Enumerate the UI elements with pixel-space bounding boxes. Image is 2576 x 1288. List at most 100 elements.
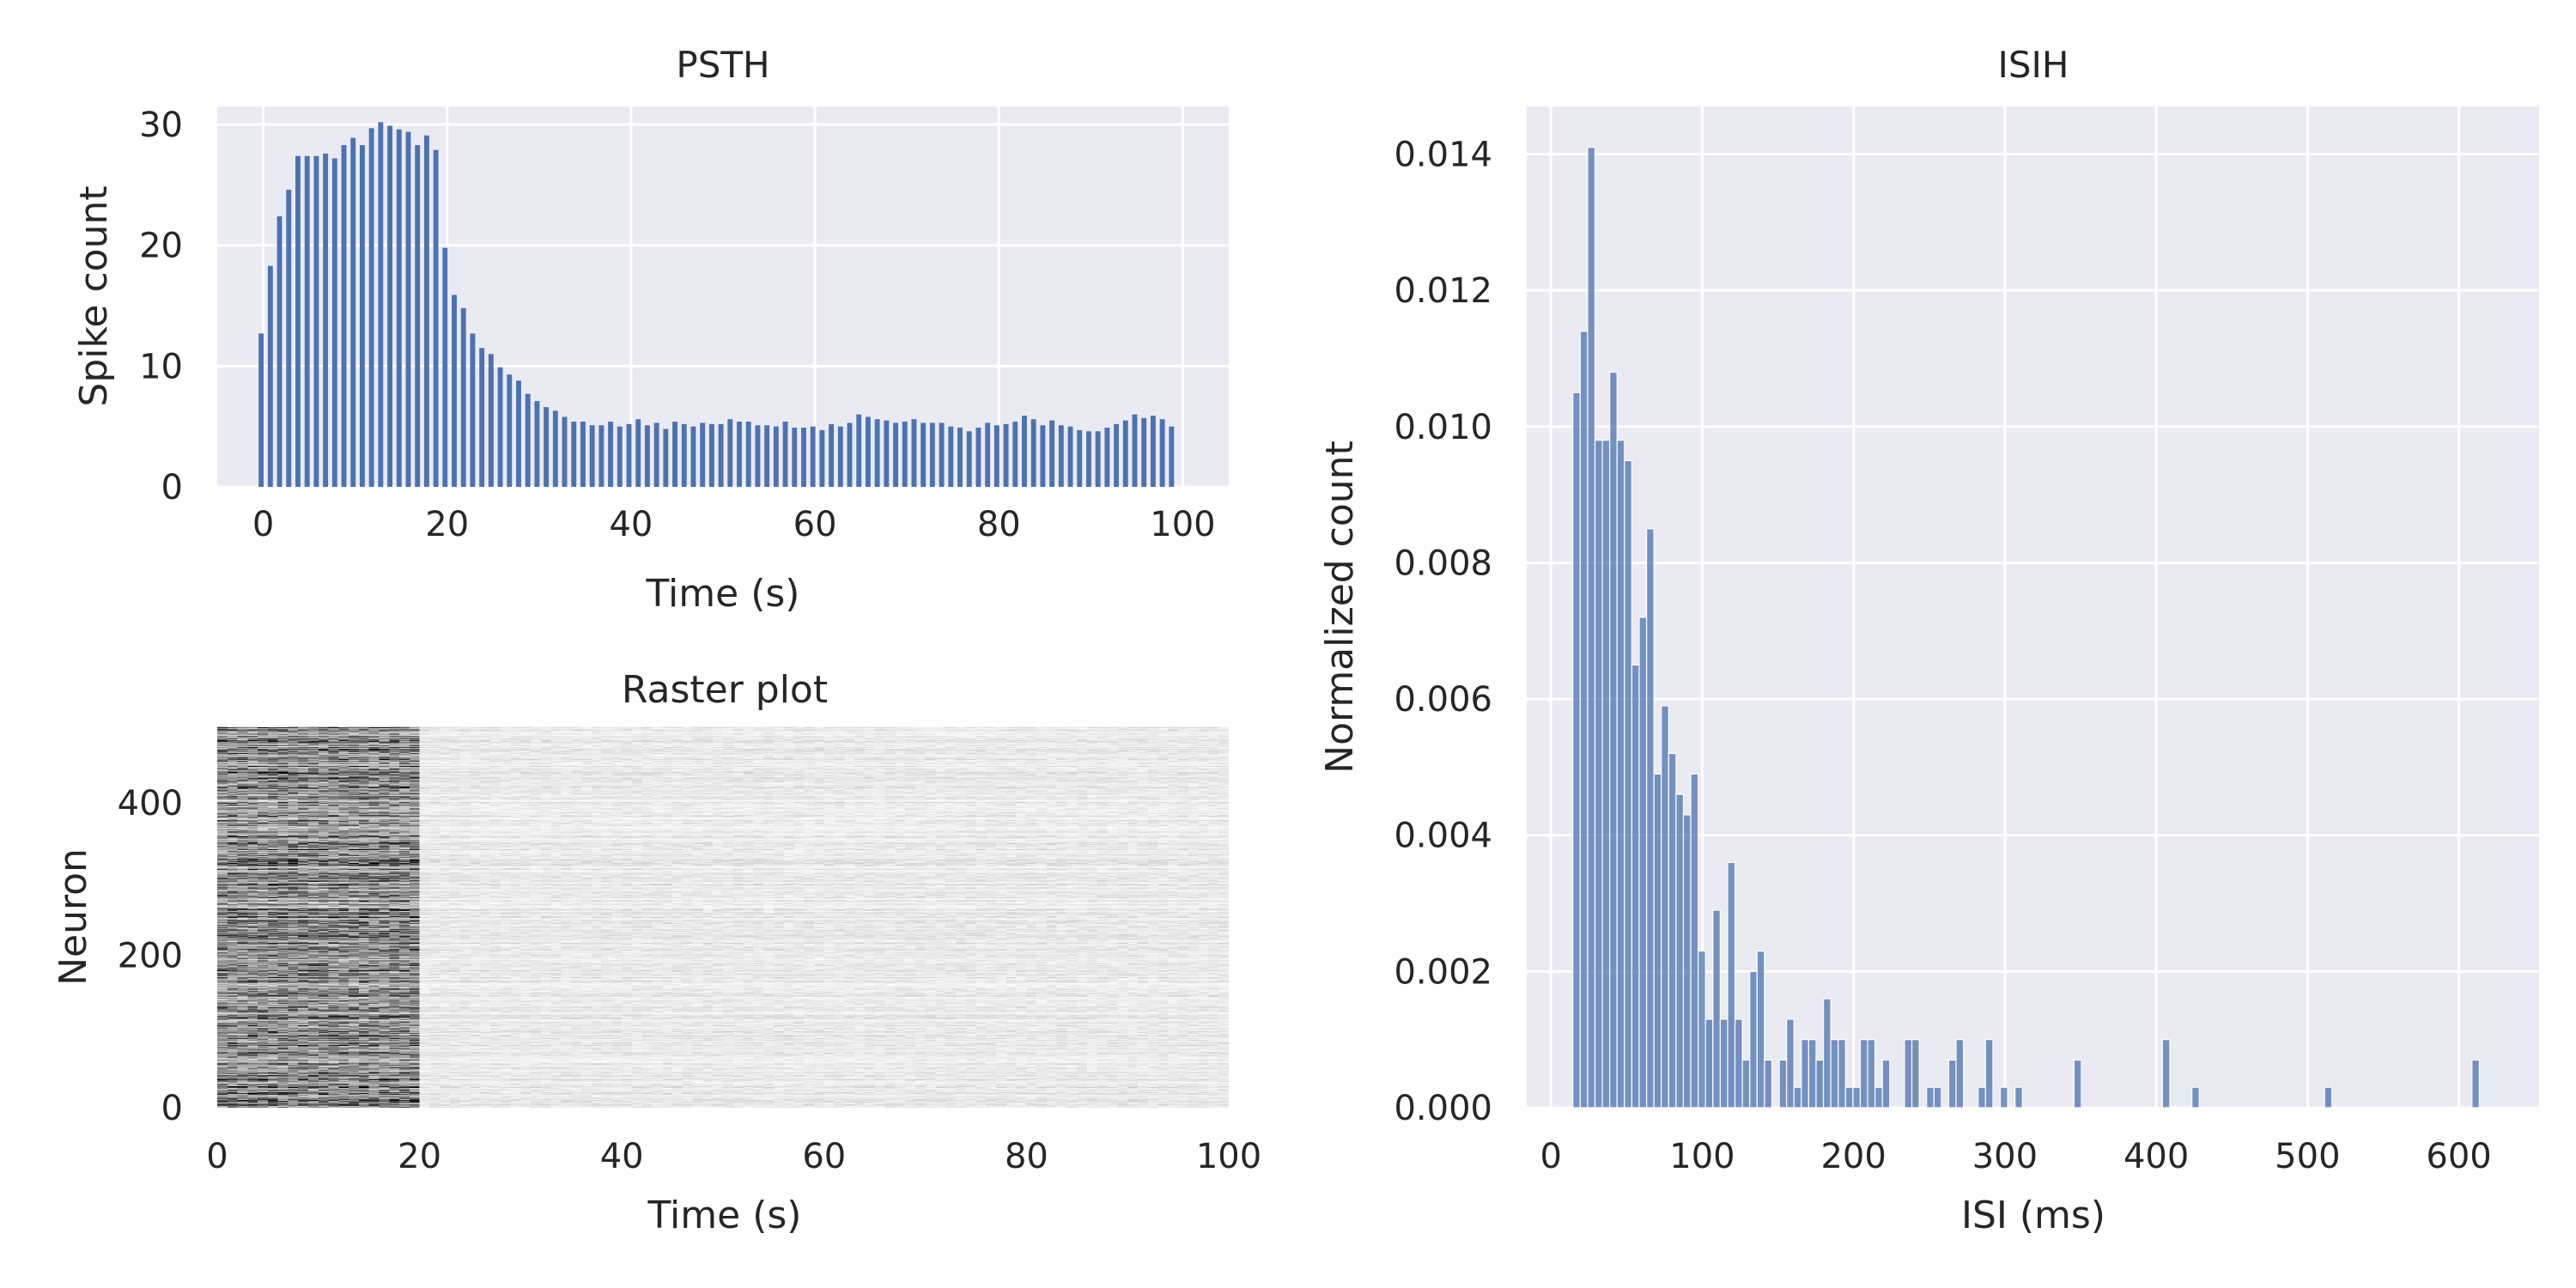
psth-bar	[893, 422, 899, 487]
psth-bar	[856, 414, 862, 487]
isih-bar	[1631, 664, 1640, 1109]
isih-bar	[1830, 1039, 1839, 1109]
isih-bar	[1867, 1039, 1876, 1109]
isih-x-tick-label: 200	[1820, 1137, 1886, 1176]
psth-y-tick-labels: 0 10 20 30	[139, 106, 183, 507]
psth-bar	[653, 422, 659, 487]
isih-y-tick-label: 0.008	[1394, 544, 1492, 583]
isih-x-tick-label: 500	[2275, 1137, 2340, 1176]
psth-y-tick-label: 10	[139, 347, 183, 386]
psth-x-tick-label: 0	[252, 505, 274, 544]
psth-bar	[801, 428, 806, 487]
psth-bar	[700, 422, 706, 487]
psth-bar	[764, 425, 770, 487]
isih-bar	[1933, 1086, 1942, 1109]
isih-bar	[1609, 371, 1618, 1109]
psth-bar	[975, 428, 981, 487]
psth-bar	[884, 420, 890, 487]
psth-bar	[1086, 431, 1091, 487]
raster-image	[217, 726, 1229, 1108]
psth-bar	[452, 295, 457, 487]
isih-bar	[1616, 440, 1625, 1109]
psth-bar	[304, 155, 310, 487]
psth-bar	[1132, 414, 1138, 487]
psth-bar	[966, 431, 972, 487]
psth-bar	[708, 423, 714, 487]
psth-bar	[985, 422, 991, 487]
isih-bar	[1778, 1059, 1788, 1109]
isih-bar	[1675, 793, 1685, 1109]
psth-bar	[359, 145, 365, 487]
psth-bar	[737, 422, 742, 487]
psth-bar	[313, 155, 319, 487]
psth-bar	[727, 419, 733, 487]
isih-bar	[1698, 950, 1706, 1109]
isih-bars	[1572, 146, 2481, 1109]
psth-bar	[663, 428, 669, 487]
isih-bar	[2191, 1086, 2200, 1109]
isih-bar	[1815, 1059, 1825, 1109]
isih-bar	[1572, 392, 1581, 1109]
psth-bar	[874, 419, 880, 487]
isih-bar	[1881, 1059, 1891, 1109]
isih-bar	[1668, 752, 1677, 1109]
psth-bar	[681, 423, 687, 487]
isih-bar	[1719, 1018, 1728, 1109]
psth-bar	[405, 131, 411, 488]
raster-x-tick-label: 60	[802, 1137, 846, 1176]
psth-bar	[598, 425, 605, 487]
isih-bar	[2161, 1039, 2171, 1109]
psth-bar	[331, 158, 337, 487]
psth-bar	[939, 422, 945, 487]
psth-title: PSTH	[676, 44, 769, 86]
isih-x-tick-label: 100	[1669, 1137, 1735, 1176]
psth-bar	[267, 265, 273, 487]
isih-panel: 0 100 200 300 400 500 600 0.000 0.002 0.004 0.006…	[1318, 44, 2539, 1237]
psth-bar	[902, 422, 908, 487]
psth-bar	[423, 135, 429, 487]
psth-bar	[350, 137, 356, 488]
psth-bar	[617, 426, 623, 487]
raster-x-tick-labels: 0 20 40 60 80 100	[206, 1137, 1261, 1176]
isih-bar	[1926, 1086, 1935, 1109]
psth-bar	[635, 419, 641, 487]
psth-bar	[929, 422, 935, 487]
psth-x-tick-label: 80	[977, 505, 1021, 544]
isih-bar	[1838, 1039, 1846, 1109]
psth-bar	[745, 422, 751, 487]
psth-bar	[552, 410, 558, 487]
isih-bar	[1786, 1018, 1795, 1109]
psth-bar	[782, 422, 788, 487]
raster-x-tick-label: 40	[600, 1137, 644, 1176]
psth-bar	[911, 419, 917, 487]
psth-bar	[341, 145, 347, 487]
raster-y-tick-label: 0	[161, 1089, 183, 1128]
psth-bar	[1122, 420, 1128, 487]
isih-y-tick-label: 0.012	[1394, 271, 1492, 311]
psth-bar	[571, 422, 577, 487]
psth-bar	[286, 190, 292, 488]
isih-bar	[2014, 1086, 2023, 1109]
psth-bar	[323, 153, 329, 487]
isih-bar	[1661, 705, 1669, 1109]
raster-y-axis-label: Neuron	[52, 848, 95, 986]
isih-bar	[1682, 814, 1692, 1109]
psth-bar	[580, 422, 586, 487]
isih-x-axis-label: ISI (ms)	[1961, 1194, 2105, 1237]
raster-x-tick-label: 80	[1005, 1137, 1048, 1176]
psth-bar	[415, 145, 421, 487]
isih-y-tick-labels: 0.000 0.002 0.004 0.006 0.008 0.010 0.012 0.014	[1394, 136, 1492, 1128]
isih-x-tick-label: 0	[1540, 1137, 1561, 1176]
isih-x-tick-label: 300	[1972, 1137, 2038, 1176]
psth-bar	[1030, 419, 1036, 487]
raster-panel: 0 20 40 60 80 100 0 200 400 Raster plot Time (s…	[52, 668, 1261, 1237]
psth-bar	[479, 348, 485, 487]
psth-bar	[1012, 422, 1018, 487]
psth-bar	[718, 423, 724, 487]
psth-x-tick-label: 40	[609, 505, 653, 544]
psth-bar	[672, 422, 677, 487]
isih-bar	[1807, 1039, 1817, 1109]
isih-bar	[1822, 998, 1832, 1109]
psth-bar	[1169, 426, 1175, 487]
psth-x-tick-labels: 0 20 40 60 80 100	[252, 505, 1216, 544]
